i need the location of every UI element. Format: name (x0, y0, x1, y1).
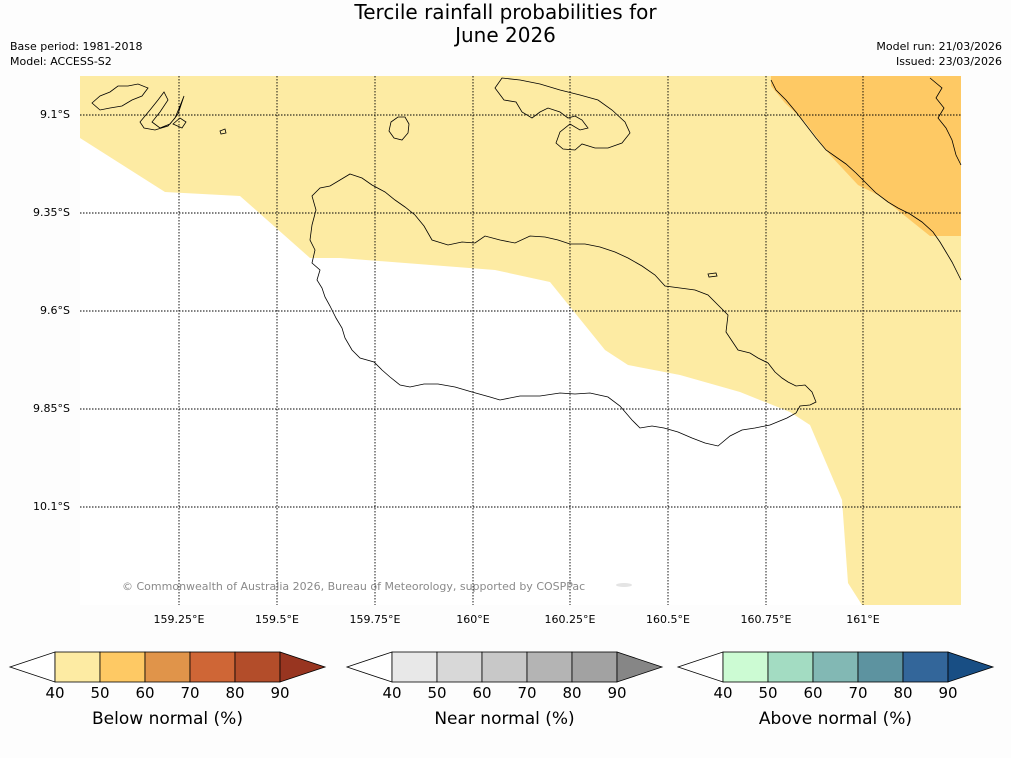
colorbar-segment (526, 651, 573, 683)
colorbar-segment (189, 651, 236, 683)
lon-label: 160.25°E (544, 613, 596, 626)
colorbar-extend-low (676, 651, 724, 683)
colorbar-segment (234, 651, 281, 683)
colorbar-tick-label: 90 (938, 684, 958, 702)
colorbar-tick-label: 60 (135, 684, 155, 702)
colorbar-tick-label: 40 (713, 684, 733, 702)
lat-label: 9.1°S (40, 108, 70, 121)
coastline-malaita (770, 79, 962, 281)
colorbar-tick-label: 80 (225, 684, 245, 702)
region-below-50-60 (771, 76, 961, 236)
coastlines (91, 77, 962, 447)
colorbar-title: Above normal (%) (758, 709, 913, 729)
lat-label: 9.35°S (33, 206, 70, 219)
map-title-line2: June 2026 (455, 23, 556, 47)
colorbar-tick-label: 70 (180, 684, 200, 702)
colorbar-title: Near normal (%) (434, 709, 575, 729)
gridlines (80, 76, 961, 605)
lat-label: 10.1°S (33, 500, 70, 513)
lat-label: 9.85°S (33, 402, 70, 415)
model-name: Model: ACCESS-S2 (10, 55, 112, 68)
colorbar-tick-label: 90 (270, 684, 290, 702)
colorbar-tick-label: 50 (90, 684, 110, 702)
colorbar-segment (481, 651, 528, 683)
map-title-line1: Tercile rainfall probabilities for (354, 0, 657, 24)
lat-label: 9.6°S (40, 304, 70, 317)
colorbar-tick-label: 40 (45, 684, 65, 702)
lon-label: 159.25°E (153, 613, 205, 626)
colorbar-tick-label: 50 (427, 684, 447, 702)
coastline-small-island-center (388, 116, 410, 141)
colorbar-above-normal (676, 651, 995, 683)
coastline-guadalcanal (309, 173, 817, 447)
lon-label: 160°E (456, 613, 490, 626)
coastline-topleft-islands-2 (139, 91, 185, 131)
colorbar-tick-label: 70 (517, 684, 537, 702)
colorbar-extend-high (616, 651, 664, 683)
copyright-notice: © Commonwealth of Australia 2026, Bureau… (122, 580, 586, 593)
colorbar-tick-label: 60 (803, 684, 823, 702)
base-period: Base period: 1981-2018 (10, 40, 143, 53)
colorbar-tick-label: 40 (382, 684, 402, 702)
lon-label: 160.75°E (740, 613, 792, 626)
colorbar-segment (391, 651, 438, 683)
cosppac-logo (616, 583, 632, 587)
colorbar-segment (144, 651, 191, 683)
coastline-malaita-east (929, 77, 962, 166)
colorbar-tick-label: 50 (758, 684, 778, 702)
region-below-40-50 (80, 76, 961, 605)
colorbar-extend-low (345, 651, 393, 683)
lon-label: 160.5°E (646, 613, 690, 626)
colorbar-tick-label: 60 (472, 684, 492, 702)
coastline-topleft-islands (91, 83, 149, 111)
colorbar-segment (767, 651, 814, 683)
colorbar-extend-high (279, 651, 327, 683)
coastline-small-islet-3 (707, 272, 718, 278)
colorbar-extend-low (8, 651, 56, 683)
colorbar-segment (902, 651, 949, 683)
colorbar-segment (436, 651, 483, 683)
colorbar-title: Below normal (%) (92, 709, 243, 729)
colorbar-tick-label: 80 (893, 684, 913, 702)
colorbar-extend-high (947, 651, 995, 683)
coastline-small-islet-1 (172, 117, 187, 129)
colorbar-tick-label: 70 (848, 684, 868, 702)
lon-label: 161°E (846, 613, 880, 626)
colorbar-segment (54, 651, 101, 683)
colorbar-segment (722, 651, 769, 683)
colorbar-segment (812, 651, 859, 683)
colorbar-segment (857, 651, 904, 683)
colorbar-near-normal (345, 651, 664, 683)
lon-label: 159.75°E (349, 613, 401, 626)
lon-label: 159.5°E (255, 613, 299, 626)
model-run: Model run: 21/03/2026 (876, 40, 1002, 53)
coastline-nggela (494, 77, 631, 151)
colorbar-segment (99, 651, 146, 683)
coastline-small-islet-2 (219, 128, 227, 135)
issued-date: Issued: 23/03/2026 (895, 55, 1002, 68)
colorbar-segment (571, 651, 618, 683)
colorbar-below-normal (8, 651, 327, 683)
colorbar-tick-label: 90 (607, 684, 627, 702)
colorbar-tick-label: 80 (562, 684, 582, 702)
